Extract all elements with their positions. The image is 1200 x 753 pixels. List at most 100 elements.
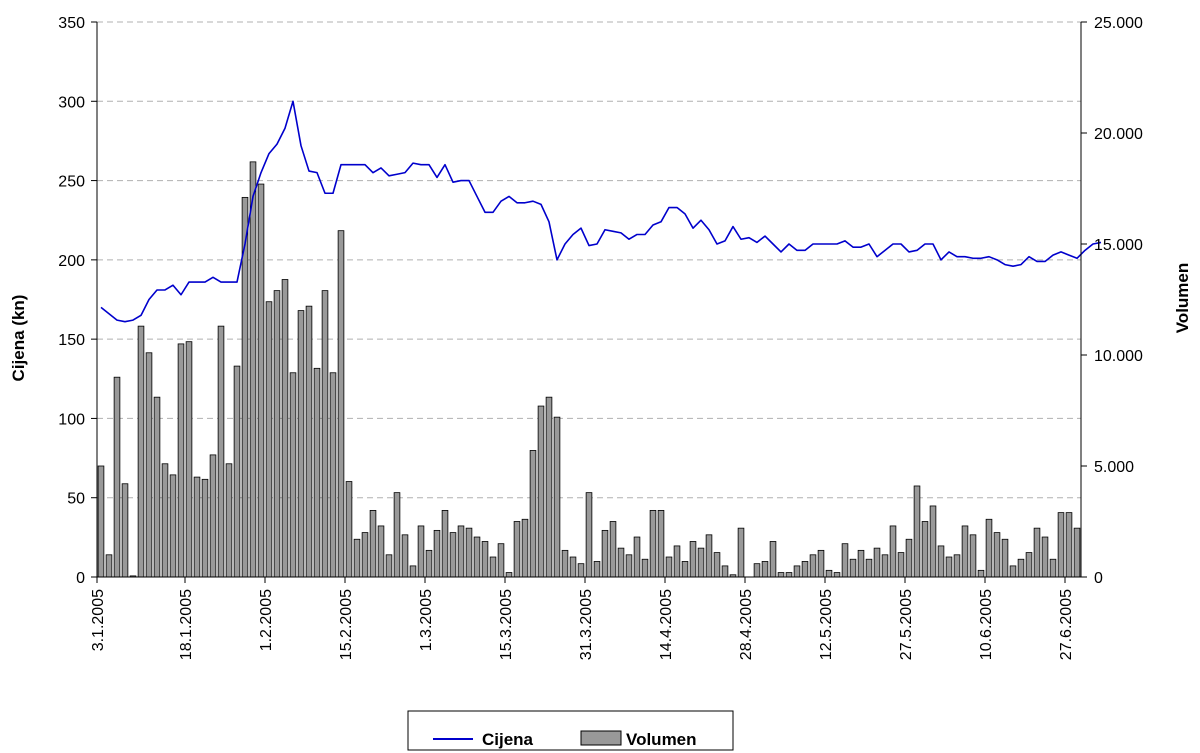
left-tick-label: 200 [58, 253, 85, 270]
volume-bar [905, 538, 913, 578]
volume-bar [1041, 536, 1049, 578]
volume-bar [297, 310, 305, 578]
x-tick-label: 15.2.2005 [338, 589, 355, 660]
volume-bar [609, 521, 617, 578]
volume-bar [137, 325, 145, 578]
volume-bar [521, 518, 529, 578]
volume-bar [441, 509, 449, 578]
left-tick-label: 100 [58, 411, 85, 428]
volume-bar [697, 547, 705, 578]
right-tick-label: 25.000 [1094, 15, 1143, 32]
volume-bar [265, 301, 273, 578]
volume-bar [633, 536, 641, 578]
volume-bar [97, 465, 105, 578]
volume-bar [1057, 512, 1065, 578]
volume-bar [985, 518, 993, 578]
volume-bar [561, 549, 569, 578]
volume-bar [921, 521, 929, 578]
x-tick-label: 18.1.2005 [178, 589, 195, 660]
volume-bar [849, 558, 857, 578]
x-tick-label: 31.3.2005 [578, 589, 595, 660]
x-tick-label: 28.4.2005 [738, 589, 755, 660]
volume-bar [689, 541, 697, 578]
volume-bar [817, 549, 825, 578]
volume-bar [489, 556, 497, 578]
volume-bar [753, 563, 761, 578]
volume-bar [1001, 538, 1009, 578]
volume-bar [345, 481, 353, 578]
volume-bar [737, 527, 745, 578]
left-tick-label: 150 [58, 332, 85, 349]
volume-bar [897, 552, 905, 578]
volume-bar [625, 554, 633, 578]
volume-bar [113, 376, 121, 578]
volume-bar [545, 396, 553, 578]
volume-bar [961, 525, 969, 578]
volume-bar [721, 565, 729, 578]
x-tick-label: 15.3.2005 [498, 589, 515, 660]
volume-bar [305, 305, 313, 578]
volume-bar [1017, 558, 1025, 578]
volume-bar [313, 367, 321, 578]
legend: Cijena Volumen [407, 710, 734, 751]
volume-bar [105, 554, 113, 578]
volume-bar [1009, 565, 1017, 578]
volume-bar [841, 543, 849, 578]
volume-bar [937, 545, 945, 578]
volume-bar [681, 561, 689, 578]
volume-bar [865, 558, 873, 578]
legend-volumen-swatch [580, 730, 622, 746]
axes [96, 22, 1082, 578]
left-tick-label: 350 [58, 15, 85, 32]
volume-bar [425, 549, 433, 578]
volume-bar [209, 454, 217, 578]
volume-bar [993, 532, 1001, 578]
volume-bar [201, 478, 209, 578]
volume-bars [97, 161, 1081, 578]
x-tick-label: 3.1.2005 [90, 589, 107, 651]
volume-bar [225, 463, 233, 578]
x-tick-label: 27.6.2005 [1058, 589, 1075, 660]
volume-bar [641, 558, 649, 578]
volume-bar [481, 541, 489, 578]
volume-bar [321, 290, 329, 578]
volume-bar [889, 525, 897, 578]
volume-bar [409, 565, 417, 578]
volume-bar [337, 230, 345, 578]
volume-bar [769, 541, 777, 578]
volume-bar [601, 529, 609, 578]
volume-bar [273, 290, 281, 578]
volume-bar [393, 492, 401, 578]
volume-bar [857, 549, 865, 578]
volume-bar [185, 341, 193, 578]
volume-bar [449, 532, 457, 578]
left-tick-label: 50 [67, 491, 85, 508]
volume-bar [433, 529, 441, 578]
legend-volumen-label: Volumen [626, 730, 697, 749]
volume-bar [121, 483, 129, 578]
volume-bar [553, 416, 561, 578]
right-axis-title: Volumen [1173, 263, 1192, 334]
x-tick-label: 1.2.2005 [258, 589, 275, 651]
volume-bar [929, 505, 937, 578]
volume-bar [281, 279, 289, 578]
volume-bar [1065, 512, 1073, 578]
volume-bar [833, 572, 841, 578]
x-tick-label: 14.4.2005 [658, 589, 675, 660]
volume-bar [473, 536, 481, 578]
left-axis-title: Cijena (kn) [9, 295, 28, 382]
right-tick-label: 0 [1094, 570, 1103, 587]
x-tick-label: 12.5.2005 [818, 589, 835, 660]
volume-bar [673, 545, 681, 578]
volume-bar [177, 343, 185, 578]
volume-bar [505, 572, 513, 578]
volume-bar [353, 538, 361, 578]
left-axis-ticks: 0 50 100 150 200 250 300 350 [58, 15, 97, 587]
right-axis-ticks: 0 5.000 10.000 15.000 20.000 25.000 [1081, 15, 1143, 587]
volume-bar [761, 561, 769, 578]
volume-bar [329, 372, 337, 578]
volume-bar [217, 325, 225, 578]
volume-bar [585, 492, 593, 578]
volume-bar [1073, 527, 1081, 578]
volume-bar [569, 556, 577, 578]
